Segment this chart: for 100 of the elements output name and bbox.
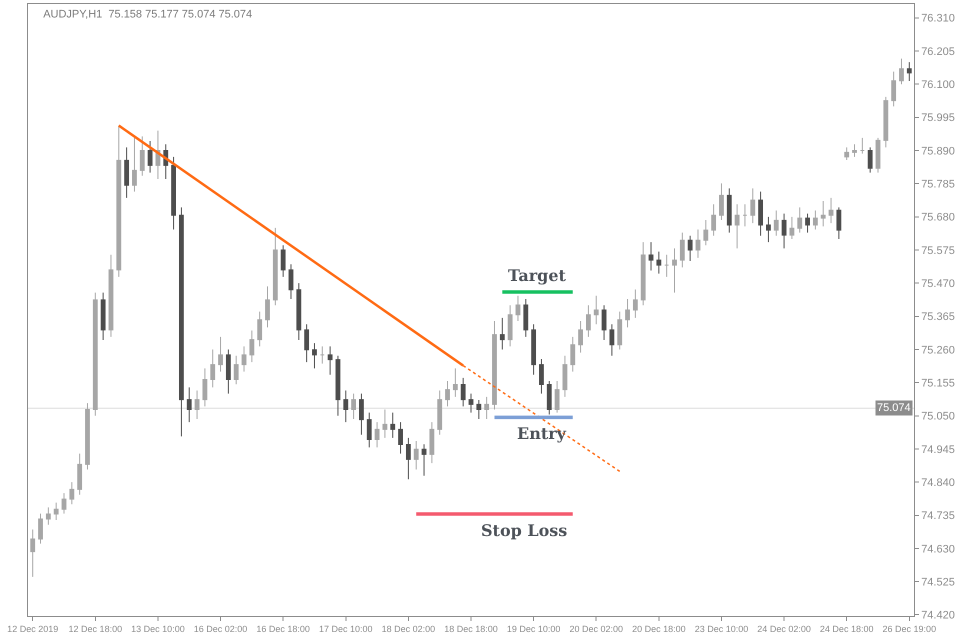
y-tick-label: 75.890 — [921, 145, 955, 158]
x-tick-label: 16 Dec 18:00 — [256, 624, 310, 634]
candlestick — [774, 210, 779, 236]
candlestick — [766, 216, 771, 243]
candlestick — [648, 242, 654, 272]
candlestick — [414, 440, 419, 470]
y-tick-label: 74.945 — [921, 444, 955, 456]
chart-title: AUDJPY,H1 75.158 75.177 75.074 75.074 — [43, 8, 252, 20]
candlestick — [476, 400, 482, 420]
candlestick — [554, 380, 560, 414]
candlestick — [468, 393, 474, 414]
candlestick — [46, 506, 51, 526]
candlestick — [257, 311, 262, 347]
x-tick-label: 24 Dec 02:00 — [757, 624, 811, 634]
y-tick-label: 76.310 — [921, 12, 955, 25]
candlestick — [422, 444, 426, 476]
candlestick — [625, 298, 630, 328]
candlestick — [758, 191, 764, 236]
candlestick — [719, 182, 724, 220]
candlestick — [382, 408, 388, 438]
x-tick-label: 20 Dec 18:00 — [632, 624, 686, 634]
candlestick — [703, 220, 708, 246]
x-tick-label: 13 Dec 10:00 — [131, 624, 185, 634]
series-label: Stop Loss — [481, 521, 568, 540]
candlestick — [202, 368, 208, 407]
y-tick-label: 74.735 — [921, 510, 955, 522]
y-tick-label: 74.525 — [921, 576, 955, 588]
candlestick — [186, 386, 192, 423]
candlestick — [320, 346, 325, 364]
candlestick — [296, 282, 302, 340]
candlestick — [750, 188, 756, 224]
candlestick — [602, 304, 606, 340]
ref-line-label: 75.074 — [877, 402, 911, 414]
x-tick-label: 16 Dec 02:00 — [194, 624, 248, 634]
y-tick-label: 74.630 — [921, 543, 955, 556]
x-tick-label: 19 Dec 10:00 — [506, 624, 560, 634]
candlestick — [726, 188, 732, 234]
candlestick — [194, 390, 200, 420]
candlestick — [664, 254, 670, 278]
candlestick — [390, 412, 396, 438]
candlestick — [617, 311, 622, 350]
x-tick-label: 24 Dec 18:00 — [820, 624, 874, 634]
x-tick-label: 12 Dec 2019 — [7, 624, 58, 634]
candlestick — [640, 242, 646, 306]
candlestick — [445, 380, 450, 407]
candlestick — [883, 96, 888, 148]
y-tick-label: 75.680 — [921, 212, 955, 224]
y-tick-label: 76.100 — [921, 79, 955, 92]
candlestick — [398, 422, 403, 454]
candlestick — [789, 216, 794, 240]
candlestick — [429, 422, 434, 464]
candlestick — [343, 390, 348, 423]
candlestick — [836, 206, 842, 240]
candlestick — [820, 200, 826, 227]
candlestick — [38, 513, 43, 544]
candlestick — [359, 393, 364, 436]
series-label: Target — [508, 266, 567, 285]
candlestick — [500, 317, 505, 350]
candlestick — [672, 248, 677, 294]
candlestick — [734, 204, 740, 249]
candlestick — [656, 251, 662, 274]
candlestick — [54, 502, 59, 520]
candlestick — [586, 304, 591, 338]
candlestick — [680, 232, 685, 268]
candlestick — [272, 227, 278, 306]
candlestick — [178, 206, 184, 437]
x-tick-label: 18 Dec 18:00 — [444, 624, 498, 634]
x-tick-label: 26 Dec 19:00 — [882, 624, 936, 634]
candlestick — [437, 390, 442, 436]
candlestick — [336, 355, 340, 416]
y-tick-label: 74.420 — [921, 610, 955, 622]
candlestick — [108, 254, 114, 338]
candlestick — [742, 204, 748, 227]
x-tick-label: 12 Dec 18:00 — [68, 624, 122, 634]
candlestick — [891, 71, 896, 107]
candlestick — [69, 482, 74, 505]
y-tick-label: 75.995 — [921, 112, 955, 124]
candlestick — [30, 528, 36, 578]
x-tick-label: 18 Dec 02:00 — [382, 624, 436, 634]
candlestick — [484, 396, 490, 420]
y-tick-label: 75.050 — [921, 410, 955, 423]
candlestick — [570, 336, 576, 372]
candlestick — [632, 288, 638, 318]
candlestick — [77, 453, 82, 496]
candlestick — [876, 137, 880, 174]
candlestick — [906, 62, 912, 82]
candlestick — [249, 330, 254, 363]
candlestick — [132, 137, 137, 192]
candlestick — [531, 324, 536, 376]
candlestick — [62, 492, 66, 514]
candlestick — [92, 292, 98, 416]
candlestick — [234, 355, 239, 385]
candlestick — [899, 58, 904, 85]
candlestick — [171, 156, 176, 230]
candlestick — [280, 244, 286, 278]
candlestick — [805, 213, 810, 234]
y-tick-label: 76.205 — [921, 46, 955, 58]
candlestick — [328, 346, 333, 376]
candlestick — [594, 295, 599, 325]
candlestick — [828, 197, 834, 224]
